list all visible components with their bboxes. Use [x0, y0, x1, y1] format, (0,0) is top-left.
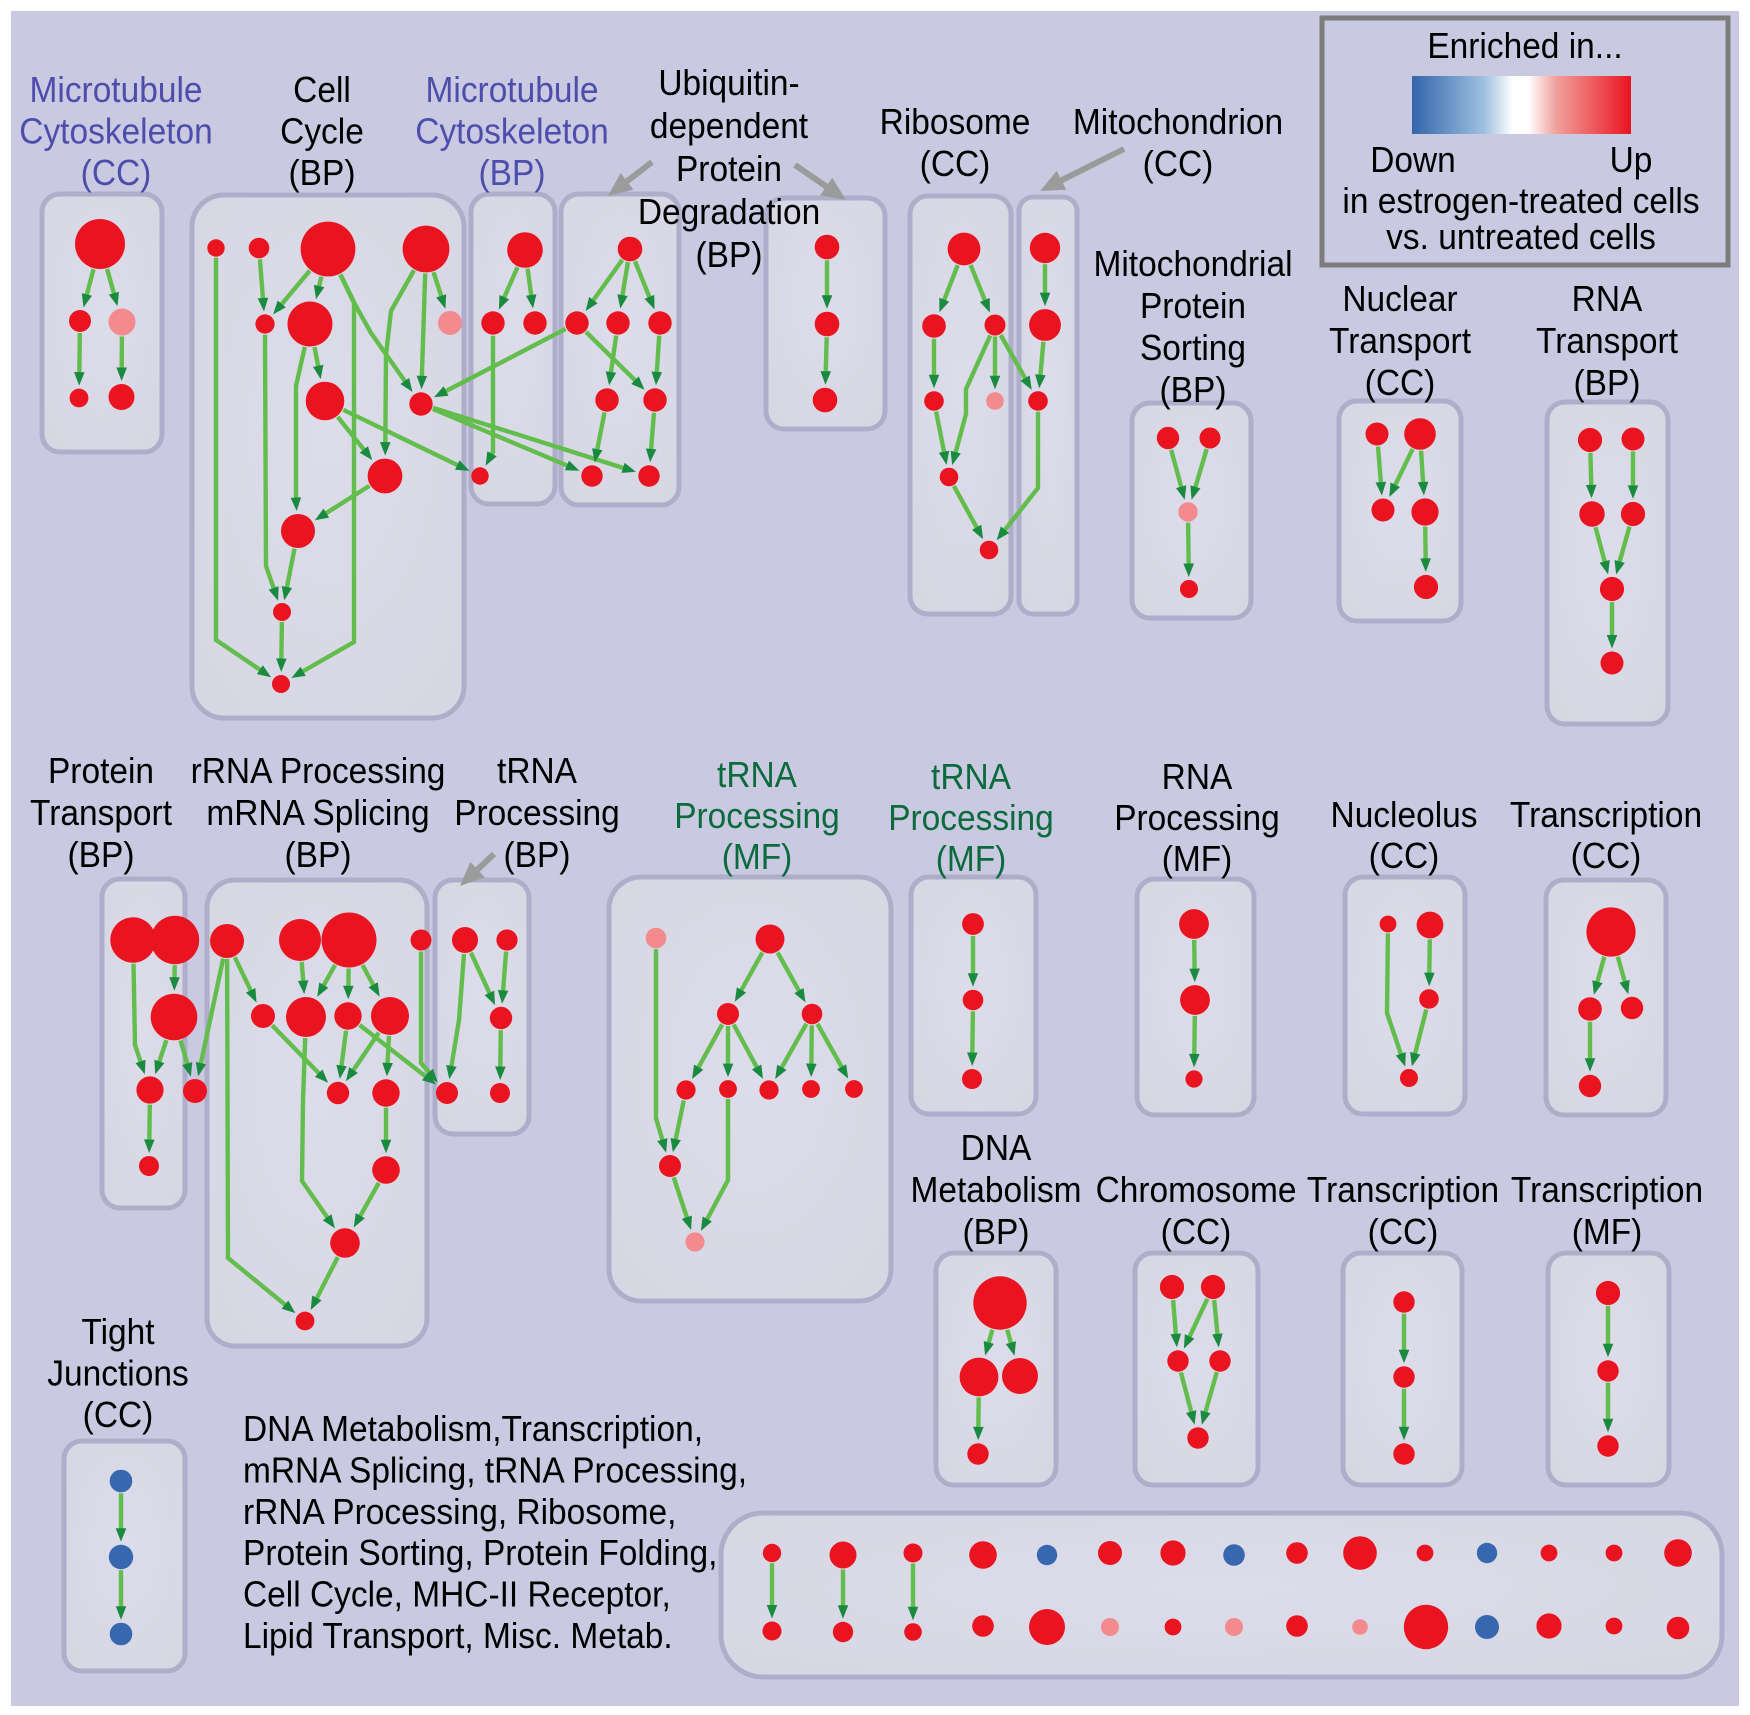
svg-text:(BP): (BP): [963, 1213, 1030, 1252]
svg-text:Tight: Tight: [81, 1313, 154, 1352]
svg-text:Sorting: Sorting: [1140, 329, 1246, 368]
svg-text:(BP): (BP): [696, 236, 763, 275]
svg-text:Processing: Processing: [454, 794, 620, 833]
svg-text:(CC): (CC): [920, 145, 991, 184]
svg-text:Processing: Processing: [1114, 799, 1280, 838]
svg-text:Mitochondrion: Mitochondrion: [1073, 103, 1283, 142]
svg-text:Mitochondrial: Mitochondrial: [1093, 245, 1292, 284]
svg-text:(CC): (CC): [1365, 364, 1436, 403]
svg-text:tRNA: tRNA: [931, 758, 1012, 797]
svg-text:(BP): (BP): [1574, 364, 1641, 403]
svg-text:(BP): (BP): [479, 154, 546, 193]
svg-text:Ribosome: Ribosome: [880, 103, 1031, 142]
svg-text:mRNA Splicing, tRNA Processing: mRNA Splicing, tRNA Processing,: [243, 1451, 747, 1490]
svg-text:(CC): (CC): [83, 1396, 154, 1435]
svg-text:(BP): (BP): [1160, 371, 1227, 410]
svg-text:Cell Cycle, MHC-II Receptor,: Cell Cycle, MHC-II Receptor,: [243, 1576, 671, 1615]
svg-text:Cell: Cell: [293, 71, 351, 110]
svg-text:RNA: RNA: [1572, 280, 1643, 319]
svg-text:Transcription: Transcription: [1307, 1171, 1499, 1210]
svg-text:Microtubule: Microtubule: [426, 71, 599, 110]
svg-text:Transport: Transport: [30, 794, 172, 833]
svg-text:DNA: DNA: [961, 1129, 1032, 1168]
svg-text:Nucleolus: Nucleolus: [1331, 796, 1478, 835]
svg-text:dependent: dependent: [650, 107, 809, 146]
svg-text:mRNA Splicing: mRNA Splicing: [206, 794, 429, 833]
svg-text:Cytoskeleton: Cytoskeleton: [19, 112, 212, 151]
svg-text:Junctions: Junctions: [47, 1354, 188, 1393]
svg-text:Transcription: Transcription: [1511, 1171, 1703, 1210]
svg-text:(CC): (CC): [81, 154, 152, 193]
svg-text:Cytoskeleton: Cytoskeleton: [415, 112, 608, 151]
svg-text:RNA: RNA: [1162, 758, 1233, 797]
svg-text:(MF): (MF): [936, 840, 1007, 879]
svg-text:Processing: Processing: [888, 799, 1054, 838]
svg-text:tRNA: tRNA: [717, 756, 798, 795]
svg-text:Metabolism: Metabolism: [910, 1171, 1081, 1210]
svg-text:vs. untreated cells: vs. untreated cells: [1386, 218, 1656, 257]
svg-text:Chromosome: Chromosome: [1096, 1171, 1297, 1210]
svg-text:Protein: Protein: [676, 150, 782, 189]
svg-text:Enriched in...: Enriched in...: [1427, 27, 1622, 66]
svg-text:(MF): (MF): [722, 838, 793, 877]
svg-text:Protein: Protein: [48, 752, 154, 791]
svg-text:Degradation: Degradation: [638, 193, 820, 232]
svg-text:rRNA Processing: rRNA Processing: [191, 752, 446, 791]
svg-text:(BP): (BP): [68, 836, 135, 875]
svg-text:(CC): (CC): [1368, 1213, 1439, 1252]
svg-text:(BP): (BP): [285, 836, 352, 875]
svg-text:Microtubule: Microtubule: [30, 71, 203, 110]
svg-text:tRNA: tRNA: [497, 752, 578, 791]
svg-text:(CC): (CC): [1143, 145, 1214, 184]
svg-text:(MF): (MF): [1162, 840, 1233, 879]
svg-text:Nuclear: Nuclear: [1342, 280, 1457, 319]
svg-text:Protein: Protein: [1140, 287, 1246, 326]
svg-text:Transport: Transport: [1536, 322, 1678, 361]
svg-text:Cycle: Cycle: [280, 112, 364, 151]
svg-text:Down: Down: [1370, 141, 1456, 180]
svg-text:Transport: Transport: [1329, 322, 1471, 361]
svg-text:(BP): (BP): [504, 836, 571, 875]
svg-text:Up: Up: [1610, 141, 1653, 180]
svg-text:Transcription: Transcription: [1510, 796, 1702, 835]
svg-text:(BP): (BP): [289, 154, 356, 193]
svg-text:Protein Sorting, Protein Foldi: Protein Sorting, Protein Folding,: [243, 1534, 717, 1573]
svg-text:(CC): (CC): [1161, 1213, 1232, 1252]
svg-text:rRNA Processing, Ribosome,: rRNA Processing, Ribosome,: [243, 1493, 676, 1532]
svg-text:(CC): (CC): [1571, 837, 1642, 876]
svg-text:in estrogen-treated cells: in estrogen-treated cells: [1342, 182, 1699, 221]
svg-text:DNA Metabolism,Transcription,: DNA Metabolism,Transcription,: [243, 1410, 703, 1449]
svg-text:Processing: Processing: [674, 797, 840, 836]
svg-text:(MF): (MF): [1572, 1213, 1643, 1252]
svg-text:Lipid Transport, Misc. Metab.: Lipid Transport, Misc. Metab.: [243, 1617, 673, 1656]
svg-text:(CC): (CC): [1369, 837, 1440, 876]
svg-text:Ubiquitin-: Ubiquitin-: [658, 64, 799, 103]
